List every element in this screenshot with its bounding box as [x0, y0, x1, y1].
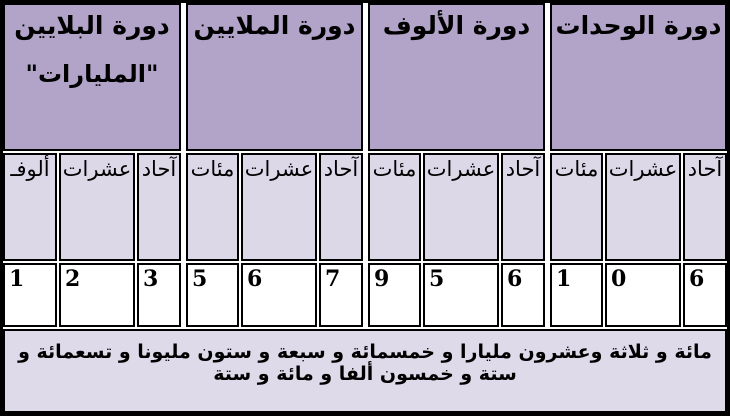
place-header-row: آحاد عشرات مئات آحاد عشرات مئات آحاد عشر… [3, 153, 727, 261]
place-group-millions: آحاد عشرات مئات [186, 153, 363, 261]
digit-group-billions: 3 2 1 [3, 263, 181, 327]
digit-cell: 1 [550, 263, 603, 327]
place-group-units: آحاد عشرات مئات [550, 153, 727, 261]
place-header-cell: آحاد [501, 153, 545, 261]
place-group-billions: آحاد عشرات ألوفـ [3, 153, 181, 261]
period-header-row: دورة الوحدات دورة الألوف دورة الملايين د… [3, 3, 727, 151]
place-header-cell: آحاد [319, 153, 363, 261]
period-label: دورة الألوف [382, 11, 531, 40]
place-header-cell: عشرات [605, 153, 681, 261]
digit-cell: 1 [3, 263, 57, 327]
period-label: دورة البلايين [14, 11, 170, 40]
digit-cell: 9 [368, 263, 421, 327]
place-header-cell: آحاد [137, 153, 181, 261]
digit-cell: 5 [423, 263, 499, 327]
period-label: دورة الملايين [193, 11, 356, 40]
digit-row: 6 0 1 6 5 9 7 6 5 3 2 1 [3, 263, 727, 327]
digit-cell: 6 [683, 263, 727, 327]
place-header-cell: عشرات [241, 153, 317, 261]
period-header-billions: دورة البلايين "المليارات" [3, 3, 181, 151]
place-header-cell: مئات [368, 153, 421, 261]
place-header-cell: مئات [550, 153, 603, 261]
place-header-cell: آحاد [683, 153, 727, 261]
period-header-units: دورة الوحدات [550, 3, 727, 151]
place-header-cell: عشرات [59, 153, 135, 261]
period-header-millions: دورة الملايين [186, 3, 363, 151]
words-row: مائة و ثلاثة وعشرون مليارا و خمسمائة و س… [3, 329, 727, 413]
place-header-cell: عشرات [423, 153, 499, 261]
digit-cell: 0 [605, 263, 681, 327]
digit-group-millions: 7 6 5 [186, 263, 363, 327]
period-header-thousands: دورة الألوف [368, 3, 545, 151]
place-header-cell: مئات [186, 153, 239, 261]
digit-cell: 3 [137, 263, 181, 327]
period-label: دورة الوحدات [555, 11, 722, 40]
number-in-words: مائة و ثلاثة وعشرون مليارا و خمسمائة و س… [3, 329, 727, 413]
digit-group-units: 6 0 1 [550, 263, 727, 327]
period-sublabel: "المليارات" [25, 59, 159, 88]
digit-cell: 7 [319, 263, 363, 327]
digit-cell: 5 [186, 263, 239, 327]
digit-cell: 2 [59, 263, 135, 327]
digit-cell: 6 [241, 263, 317, 327]
digit-group-thousands: 6 5 9 [368, 263, 545, 327]
place-header-cell: ألوفـ [3, 153, 57, 261]
place-group-thousands: آحاد عشرات مئات [368, 153, 545, 261]
digit-cell: 6 [501, 263, 545, 327]
